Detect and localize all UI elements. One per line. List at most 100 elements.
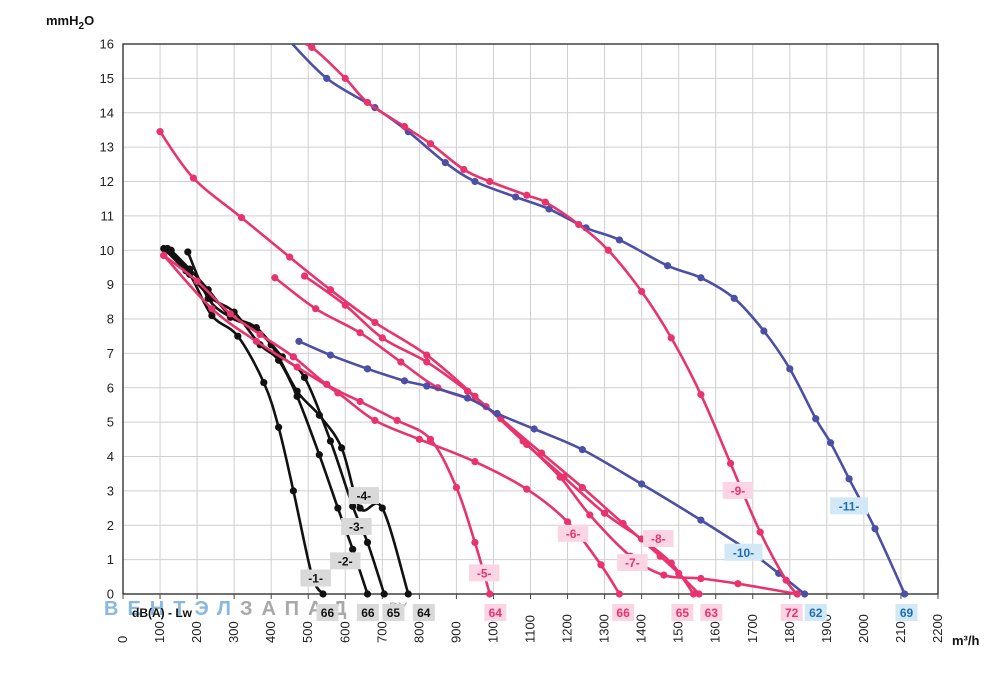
data-point — [415, 435, 423, 443]
data-point — [423, 382, 431, 390]
x-tick-label: 2200 — [930, 614, 945, 643]
data-point — [286, 253, 294, 261]
data-point — [315, 451, 323, 459]
data-point — [252, 337, 260, 345]
data-point — [600, 509, 609, 517]
y-tick-label: 5 — [107, 415, 114, 430]
data-point — [208, 311, 216, 320]
data-point — [423, 351, 431, 359]
data-point — [371, 318, 379, 327]
series-label-bg — [557, 524, 589, 542]
data-point — [293, 363, 301, 371]
data-point — [371, 416, 379, 425]
data-point — [452, 483, 461, 492]
y-tick-label: 15 — [100, 71, 114, 86]
x-tick-label: 600 — [337, 621, 352, 643]
data-point — [697, 391, 705, 399]
data-point — [156, 128, 164, 136]
data-point — [400, 377, 409, 385]
db-tag-text: 72 — [785, 606, 799, 620]
series-label: -11- — [830, 497, 869, 515]
db-tag-text: 66 — [361, 606, 375, 620]
data-point — [334, 389, 342, 397]
data-point — [615, 236, 624, 244]
data-point — [604, 246, 612, 254]
x-tick-label: 100 — [152, 621, 167, 643]
x-tick-label: 800 — [411, 621, 426, 643]
db-tag-bg — [780, 604, 803, 621]
series-label-bg — [617, 554, 648, 572]
data-point — [300, 272, 309, 280]
db-tag: 64 — [412, 604, 435, 621]
db-tag: 63 — [700, 604, 723, 621]
data-point — [323, 74, 331, 82]
y-tick-label: 9 — [107, 277, 114, 292]
series-line — [158, 130, 799, 596]
data-point — [663, 262, 672, 270]
db-tag-bg — [895, 604, 918, 621]
db-tag: 62 — [804, 604, 827, 621]
data-point — [378, 504, 386, 512]
data-point — [234, 332, 242, 340]
series-label-text: -6- — [566, 527, 581, 541]
x-tick-label: 400 — [263, 621, 278, 643]
data-point — [578, 446, 586, 454]
db-tag: 66 — [316, 604, 339, 621]
series-label-text: -1- — [308, 572, 323, 586]
x-tick-label: 2100 — [893, 614, 908, 643]
db-tag-bg — [356, 604, 379, 621]
data-point — [697, 274, 705, 282]
x-tick-label: 1200 — [560, 614, 575, 643]
db-tag: 66 — [356, 604, 379, 621]
x-tick-label: 1400 — [634, 614, 649, 643]
db-caption: dB(A) - Lw — [132, 606, 193, 620]
data-point — [184, 248, 192, 256]
y-tick-label: 0 — [107, 587, 114, 602]
db-tag-text: 64 — [417, 606, 431, 620]
y-axis-unit-sub: 2 — [79, 21, 85, 32]
y-tick-label: 3 — [107, 483, 114, 498]
data-point — [363, 538, 372, 547]
db-tag-text: 65 — [676, 606, 690, 620]
db-tag-text: 66 — [321, 606, 335, 620]
data-point — [675, 569, 683, 577]
data-point — [271, 274, 279, 282]
data-point — [538, 449, 546, 457]
data-point — [423, 358, 431, 366]
db-tags-row: 66 66 65 64 64 66 65 63 72 62 69 — [316, 604, 918, 621]
data-point — [260, 378, 268, 387]
data-point — [486, 177, 494, 186]
data-point — [208, 305, 216, 313]
data-point — [356, 329, 364, 337]
data-point — [656, 552, 664, 560]
data-point — [312, 305, 320, 313]
data-point — [226, 310, 235, 318]
data-point — [871, 525, 879, 533]
data-point — [189, 174, 197, 182]
data-point — [578, 483, 586, 492]
data-point — [193, 277, 201, 285]
series-labels: -1- -2- -3- -4- -5- -6- -7- -8- -9- -10- -11- — [300, 481, 869, 587]
data-point — [404, 590, 412, 598]
y-axis-unit-main: mmH — [46, 13, 79, 28]
data-point — [541, 198, 549, 206]
data-point — [334, 504, 342, 512]
data-point — [756, 528, 764, 536]
data-point — [575, 220, 583, 229]
data-point — [901, 590, 909, 598]
db-tag-bg — [484, 604, 507, 621]
series-label-text: -4- — [356, 489, 371, 503]
data-point — [826, 439, 835, 447]
series-label: -4- — [348, 487, 380, 505]
db-tag-bg — [804, 604, 827, 621]
series-label-text: -7- — [625, 556, 640, 570]
data-point — [356, 397, 364, 406]
x-tick-label: 200 — [189, 621, 204, 643]
y-tick-label: 4 — [107, 449, 114, 464]
data-point — [730, 294, 738, 302]
series-label: -7- — [617, 554, 648, 572]
y-tick-label: 10 — [100, 243, 114, 258]
data-point — [326, 286, 335, 294]
